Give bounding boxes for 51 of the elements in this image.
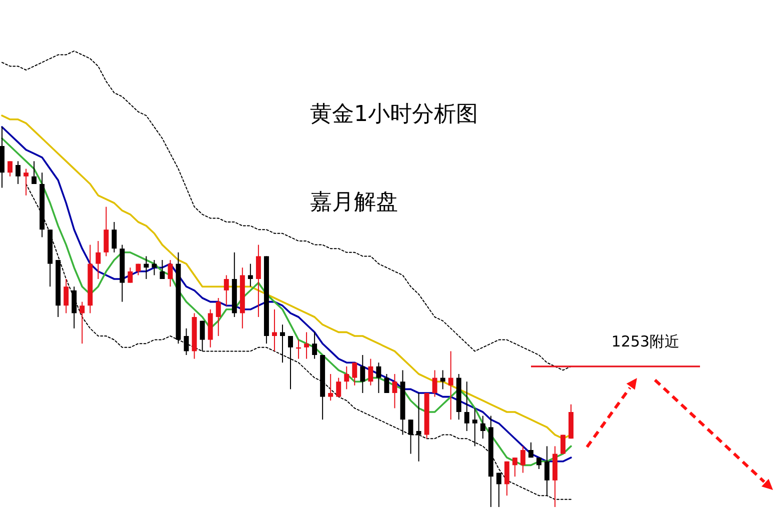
candlestick: [384, 374, 390, 394]
candlestick: [408, 419, 414, 454]
candlestick: [304, 332, 310, 360]
candlestick: [280, 324, 285, 364]
candlestick: [344, 366, 350, 390]
candlestick: [528, 442, 534, 458]
candlestick: [288, 336, 293, 390]
candlestick: [64, 278, 69, 314]
chart-title: 黄金1小时分析图: [310, 102, 478, 127]
candlestick: [216, 298, 221, 336]
candlestick: [512, 457, 518, 478]
candlestick: [544, 446, 550, 496]
candlestick: [16, 160, 21, 184]
candlestick: [392, 374, 398, 409]
candlestick: [112, 222, 117, 253]
candlestick: [560, 434, 566, 454]
candlestick: [8, 160, 12, 177]
candlestick: [352, 362, 358, 386]
candlestick: [376, 362, 382, 394]
candlestick: [104, 206, 109, 257]
candlestick: [200, 320, 205, 352]
candlestick: [224, 274, 229, 306]
candlestick: [32, 160, 37, 184]
candlestick: [536, 457, 542, 470]
candlestick: [440, 370, 446, 390]
candlestick: [464, 381, 470, 432]
candlestick: [312, 332, 318, 360]
candlestick: [128, 267, 133, 284]
text: 嘉月解盘: [310, 190, 398, 215]
candlestick: [448, 350, 454, 420]
candlestick: [72, 286, 77, 329]
candlestick: [160, 260, 165, 280]
candlestick: [24, 168, 29, 196]
candlestick: [480, 415, 486, 440]
candlestick: [256, 244, 261, 318]
candlestick: [328, 374, 334, 402]
candlestick: [272, 308, 277, 352]
candlestick: [416, 392, 422, 462]
candlestick: [96, 240, 101, 280]
candlestick: [184, 328, 189, 356]
ref-line-label: 1253附近: [611, 332, 680, 350]
candlestick: [168, 260, 173, 288]
candlestick: [504, 460, 510, 496]
candlestick: [472, 408, 478, 447]
candlestick: [80, 301, 85, 344]
candlestick: [360, 354, 366, 394]
candlestick: [336, 377, 342, 398]
candlestick: [520, 446, 526, 474]
candlestick: [248, 263, 253, 288]
candlestick: [152, 260, 157, 276]
candlestick: [368, 358, 374, 386]
